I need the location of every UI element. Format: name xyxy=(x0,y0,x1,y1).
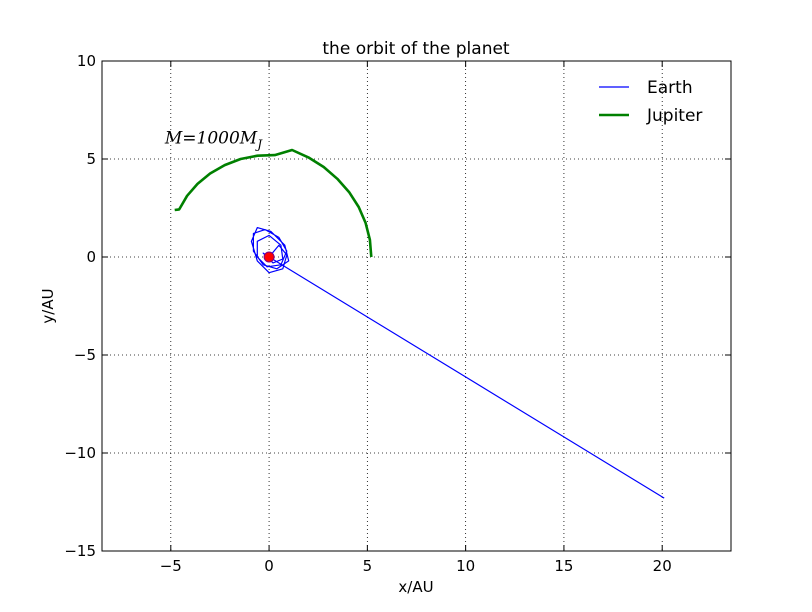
x-tick-label: −5 xyxy=(160,557,182,575)
y-tick-label: 0 xyxy=(86,248,96,266)
y-tick-label: −15 xyxy=(64,542,96,560)
x-tick-label: 20 xyxy=(653,557,672,575)
central-mass-marker xyxy=(263,251,275,263)
plot-frame xyxy=(101,60,732,552)
x-axis-label: x/AU xyxy=(398,578,433,596)
y-axis-label: y/AU xyxy=(39,288,57,323)
mass-annotation-subscript: J xyxy=(254,137,263,151)
ticks: −5 0 5 10 15 20 −15 −10 −5 0 5 10 xyxy=(64,52,731,575)
y-tick-label: −10 xyxy=(64,444,96,462)
chart-title: the orbit of the planet xyxy=(322,39,510,59)
series-earth-line xyxy=(250,227,665,499)
mass-annotation: M=1000MJ xyxy=(164,128,263,151)
legend: Earth Jupiter xyxy=(599,78,702,126)
x-tick-label: 15 xyxy=(554,557,573,575)
mass-annotation-main: M=1000M xyxy=(164,128,258,148)
y-tick-label: 10 xyxy=(77,52,96,70)
x-tick-label: 10 xyxy=(456,557,475,575)
y-tick-label: 5 xyxy=(86,150,96,168)
grid xyxy=(102,60,731,552)
legend-label-earth: Earth xyxy=(647,78,693,98)
x-tick-label: 0 xyxy=(264,557,274,575)
x-tick-label: 5 xyxy=(363,557,373,575)
y-tick-label: −5 xyxy=(74,346,96,364)
series-jupiter-line xyxy=(174,148,373,258)
legend-label-jupiter: Jupiter xyxy=(646,106,702,126)
series-layer xyxy=(174,148,665,499)
